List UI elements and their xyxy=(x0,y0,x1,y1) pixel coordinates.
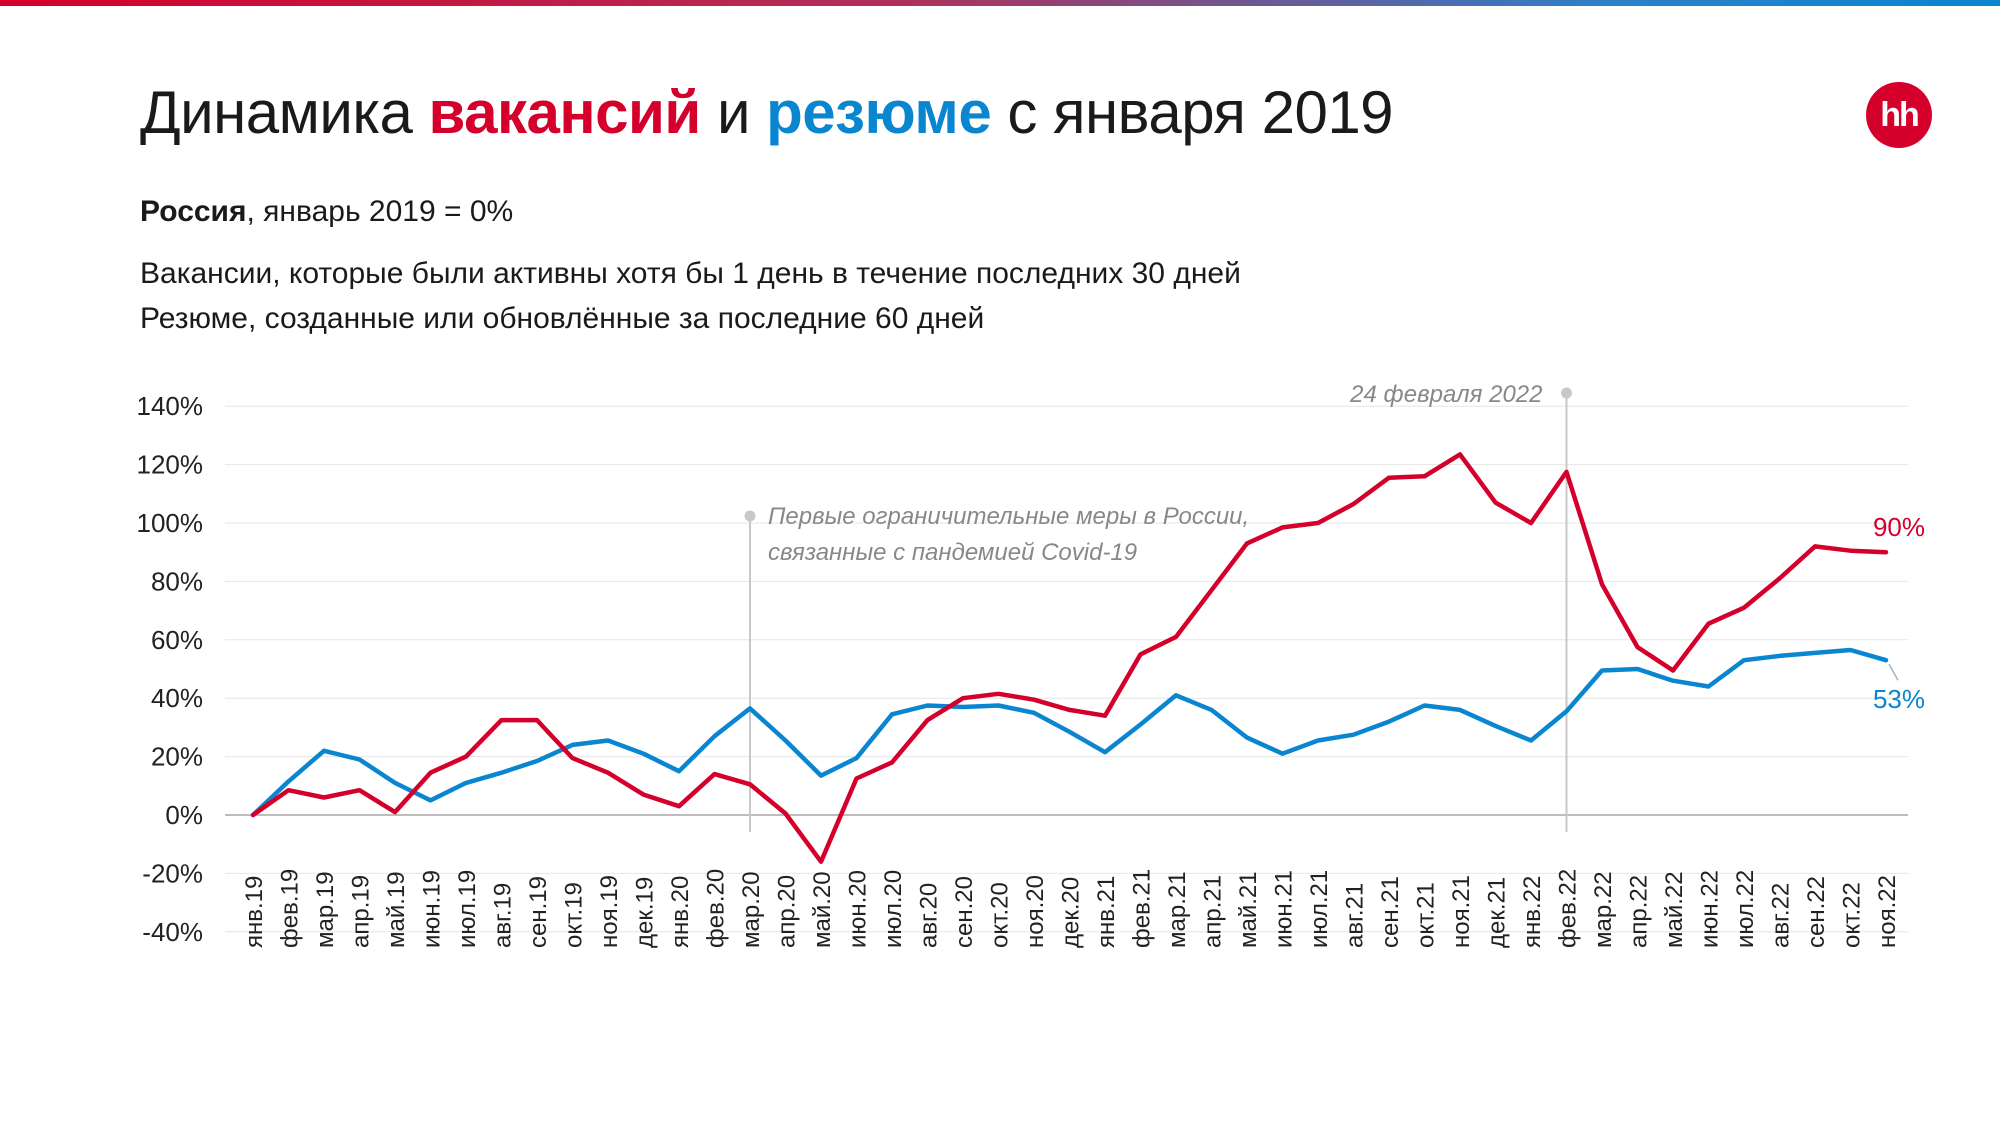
x-tick-label: янв.19 xyxy=(241,876,268,948)
x-tick-label: июл.21 xyxy=(1306,870,1333,948)
end-label-resumes: 53% xyxy=(1873,684,1925,714)
x-tick-label: дек.19 xyxy=(632,877,659,948)
x-tick-label: сен.21 xyxy=(1377,876,1404,948)
x-tick-label: фев.19 xyxy=(277,869,304,948)
x-tick-label: ноя.20 xyxy=(1022,875,1049,948)
chart-subtitle: Россия, январь 2019 = 0% xyxy=(140,195,513,229)
series-line-resumes xyxy=(250,647,1889,818)
x-tick-label: июн.21 xyxy=(1271,870,1298,948)
end-label-vacancies: 90% xyxy=(1873,512,1925,542)
x-tick-label: апр.22 xyxy=(1626,875,1653,948)
x-tick-label: авг.20 xyxy=(916,883,943,948)
title-part3: с января 2019 xyxy=(991,79,1394,146)
x-tick-label: окт.20 xyxy=(987,882,1014,948)
x-tick-label: дек.20 xyxy=(1058,877,1085,948)
y-tick-label: 40% xyxy=(151,683,203,713)
x-tick-label: ноя.19 xyxy=(596,875,623,948)
x-tick-label: фев.22 xyxy=(1555,869,1582,948)
series-line-vacancies xyxy=(250,452,1889,864)
y-tick-label: 80% xyxy=(151,566,203,596)
y-tick-label: 120% xyxy=(137,450,204,480)
x-tick-label: авг.21 xyxy=(1342,883,1369,948)
annotation-dot xyxy=(744,510,756,522)
subtitle-baseline: , январь 2019 = 0% xyxy=(246,195,514,228)
top-gradient-stripe xyxy=(0,0,2000,6)
x-tick-label: ноя.22 xyxy=(1874,875,1901,948)
annotation-text: Первые ограничительные меры в России, xyxy=(768,503,1249,530)
x-tick-label: сен.19 xyxy=(525,876,552,948)
y-tick-label: 140% xyxy=(137,391,204,421)
y-tick-label: 60% xyxy=(151,625,203,655)
title-part2: и xyxy=(700,79,767,146)
x-tick-label: мар.19 xyxy=(312,871,339,948)
x-tick-label: мар.21 xyxy=(1164,871,1191,948)
hh-logo: hh xyxy=(1866,82,1932,148)
x-tick-label: мар.20 xyxy=(738,871,765,948)
x-tick-label: янв.20 xyxy=(667,876,694,948)
x-tick-label: июл.19 xyxy=(454,870,481,948)
x-tick-label: ноя.21 xyxy=(1448,875,1475,948)
description-vacancies: Вакансии, которые были активны хотя бы 1… xyxy=(140,257,1241,290)
end-label-leader xyxy=(1888,663,1899,681)
x-tick-label: янв.22 xyxy=(1519,876,1546,948)
x-tick-label: май.19 xyxy=(383,871,410,948)
y-tick-label: 100% xyxy=(137,508,204,538)
x-tick-label: апр.20 xyxy=(774,875,801,948)
x-tick-label: сен.20 xyxy=(951,876,978,948)
description-resumes: Резюме, созданные или обновлённые за пос… xyxy=(140,302,985,335)
x-tick-label: июл.20 xyxy=(880,870,907,948)
annotation-dot xyxy=(1561,387,1572,399)
subtitle-region: Россия xyxy=(140,195,247,228)
x-tick-label: окт.22 xyxy=(1839,882,1866,948)
y-tick-label: -20% xyxy=(142,858,203,888)
y-tick-label: -40% xyxy=(142,917,203,947)
title-resumes: резюме xyxy=(766,79,992,146)
x-tick-label: авг.19 xyxy=(490,883,517,948)
y-tick-label: 0% xyxy=(165,800,203,830)
x-tick-label: сен.22 xyxy=(1803,876,1830,948)
x-tick-label: май.21 xyxy=(1235,871,1262,948)
x-tick-label: июн.19 xyxy=(419,870,446,948)
x-tick-label: дек.21 xyxy=(1484,877,1511,948)
title-part1: Динамика xyxy=(140,79,429,146)
x-tick-label: апр.19 xyxy=(348,875,375,948)
title-vacancies: вакансий xyxy=(428,79,702,146)
x-tick-label: мар.22 xyxy=(1590,871,1617,948)
x-tick-label: май.22 xyxy=(1661,871,1688,948)
page-title: Динамика вакансий и резюме с января 2019 xyxy=(140,78,1394,147)
x-tick-label: июл.22 xyxy=(1732,870,1759,948)
x-tick-label: фев.20 xyxy=(703,869,730,948)
x-tick-label: авг.22 xyxy=(1768,883,1795,948)
annotation-text: 24 февраля 2022 xyxy=(1349,381,1542,408)
annotation-text: связанные с пандемией Covid-19 xyxy=(768,539,1137,566)
x-tick-label: янв.21 xyxy=(1093,876,1120,948)
x-tick-label: апр.21 xyxy=(1200,875,1227,948)
y-tick-label: 20% xyxy=(151,742,203,772)
x-tick-label: июн.20 xyxy=(845,870,872,948)
x-tick-label: окт.21 xyxy=(1413,882,1440,948)
x-tick-label: фев.21 xyxy=(1129,869,1156,948)
x-tick-label: май.20 xyxy=(809,871,836,948)
x-tick-label: июн.22 xyxy=(1697,870,1724,948)
x-tick-label: окт.19 xyxy=(561,882,588,948)
